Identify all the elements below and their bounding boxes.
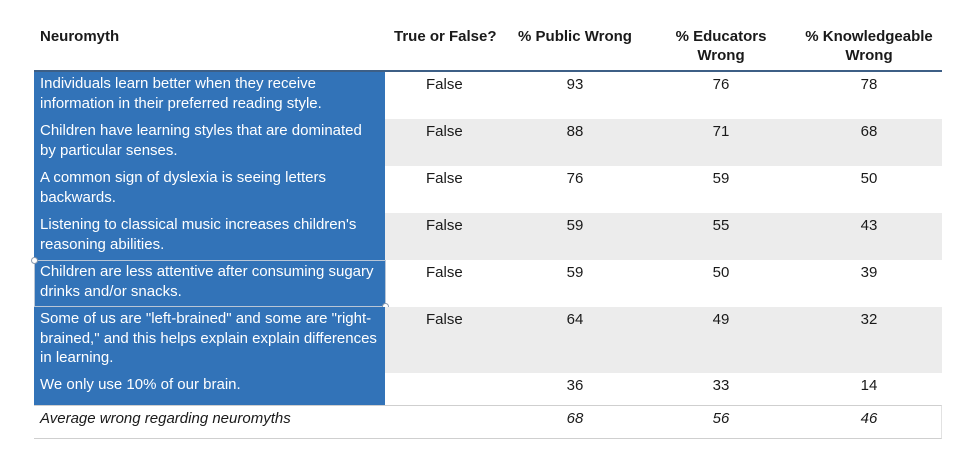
myth-cell[interactable]: Children have learning styles that are d… <box>34 119 385 166</box>
knowledgeable-wrong-cell: 43 <box>860 217 878 234</box>
average-knowledgeable: 46 <box>860 410 878 427</box>
myth-cell[interactable]: Listening to classical music increases c… <box>34 213 385 260</box>
knowledgeable-wrong-cell: 68 <box>860 123 878 140</box>
table-row[interactable]: Individuals learn better when they recei… <box>34 72 942 119</box>
myth-cell[interactable]: We only use 10% of our brain. <box>34 373 385 405</box>
true-false-cell: False <box>426 217 463 234</box>
knowledgeable-wrong-cell: 14 <box>860 377 878 394</box>
true-false-cell: False <box>426 170 463 187</box>
knowledgeable-wrong-cell: 39 <box>860 264 878 281</box>
header-educators-wrong: % Educators Wrong <box>675 28 767 64</box>
table-row[interactable]: A common sign of dyslexia is seeing lett… <box>34 166 942 213</box>
table-row[interactable]: Children have learning styles that are d… <box>34 119 942 166</box>
header-true-false: True or False? <box>394 28 497 45</box>
educators-wrong-cell: 33 <box>712 377 730 394</box>
average-educators: 56 <box>712 410 730 427</box>
public-wrong-cell: 88 <box>566 123 584 140</box>
educators-wrong-cell: 71 <box>712 123 730 140</box>
educators-wrong-cell: 59 <box>712 170 730 187</box>
educators-wrong-cell: 49 <box>712 311 730 328</box>
table-row[interactable]: Children are less attentive after consum… <box>31 257 942 310</box>
average-label: Average wrong regarding neuromyths <box>40 410 291 427</box>
header-neuromyth: Neuromyth <box>40 28 120 45</box>
educators-wrong-cell: 50 <box>712 264 730 281</box>
knowledgeable-wrong-cell: 50 <box>860 170 878 187</box>
header-public-wrong: % Public Wrong <box>518 28 632 45</box>
table-row[interactable]: Listening to classical music increases c… <box>34 213 942 260</box>
public-wrong-cell: 59 <box>566 217 584 234</box>
table-header: Neuromyth True or False? % Public Wrong … <box>34 20 942 72</box>
true-false-cell: False <box>426 311 463 328</box>
true-false-cell: False <box>426 76 463 93</box>
average-row: Average wrong regarding neuromyths 68 56… <box>34 405 942 439</box>
table-row[interactable]: We only use 10% of our brain. 36 33 14 <box>34 373 942 405</box>
table-body: Individuals learn better when they recei… <box>31 72 942 405</box>
public-wrong-cell: 64 <box>566 311 584 328</box>
public-wrong-cell: 76 <box>566 170 584 187</box>
myth-cell[interactable]: Individuals learn better when they recei… <box>34 72 385 119</box>
educators-wrong-cell: 55 <box>712 217 730 234</box>
myth-cell[interactable]: Some of us are "left-brained" and some a… <box>34 307 385 373</box>
myth-cell[interactable]: Children are less attentive after consum… <box>34 260 385 307</box>
true-false-cell: False <box>426 264 463 281</box>
public-wrong-cell: 59 <box>566 264 584 281</box>
table-row[interactable]: Some of us are "left-brained" and some a… <box>34 307 942 373</box>
public-wrong-cell: 93 <box>566 76 584 93</box>
knowledgeable-wrong-cell: 78 <box>860 76 878 93</box>
average-public: 68 <box>566 410 584 427</box>
neuromyths-table: Neuromyth True or False? % Public Wrong … <box>31 20 942 439</box>
myth-cell[interactable]: A common sign of dyslexia is seeing lett… <box>34 166 385 213</box>
true-false-cell: False <box>426 123 463 140</box>
header-knowledgeable-wrong: % Knowledgeable Wrong <box>805 28 933 64</box>
knowledgeable-wrong-cell: 32 <box>860 311 878 328</box>
educators-wrong-cell: 76 <box>712 76 730 93</box>
public-wrong-cell: 36 <box>566 377 584 394</box>
